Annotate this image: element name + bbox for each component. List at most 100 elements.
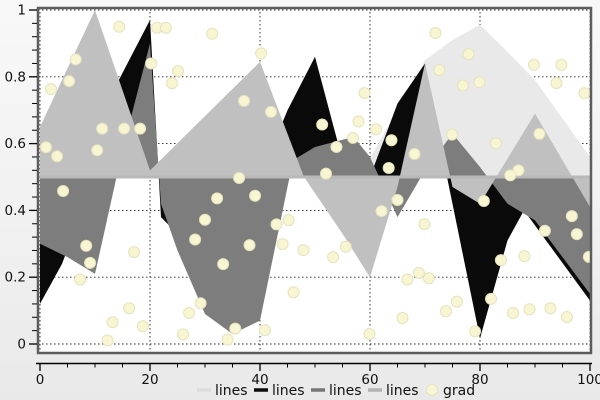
scatter-point	[418, 218, 431, 231]
scatter-point	[101, 334, 114, 347]
scatter-point	[582, 250, 591, 263]
scatter-point	[136, 320, 149, 333]
legend-label: lines	[386, 383, 419, 399]
scatter-point	[118, 122, 131, 135]
scatter-point	[456, 79, 469, 92]
scatter-point	[401, 273, 414, 286]
scatter-point	[433, 64, 446, 77]
scatter-point	[477, 195, 490, 208]
scatter-point	[396, 311, 409, 324]
scatter-point	[538, 224, 551, 237]
scatter-point	[346, 131, 359, 144]
scatter-point	[297, 244, 310, 257]
scatter-point	[159, 21, 172, 34]
scatter-point	[578, 87, 591, 100]
scatter-point	[504, 169, 517, 182]
scatter-point	[570, 228, 583, 241]
scatter-point	[429, 27, 442, 40]
scatter-point	[330, 140, 343, 153]
scatter-point	[194, 297, 207, 310]
scatter-point	[199, 213, 211, 226]
scatter-point	[229, 322, 242, 335]
scatter-point	[45, 83, 57, 96]
scatter-point	[391, 194, 404, 207]
x-tick-label: 80	[471, 372, 488, 388]
scatter-point	[243, 239, 256, 252]
scatter-point	[206, 27, 219, 40]
scatter-point	[134, 122, 147, 135]
scatter-point	[352, 115, 365, 128]
scatter-point	[489, 137, 502, 150]
y-tick-label: 0	[17, 337, 26, 353]
scatter-point	[523, 303, 536, 316]
scatter-point	[211, 192, 224, 205]
scatter-point	[507, 306, 519, 319]
scatter-point	[106, 316, 119, 329]
x-tick-label: 20	[141, 372, 158, 388]
scatter-point	[518, 250, 531, 263]
scatter-point	[84, 256, 97, 269]
legend-label: lines	[272, 383, 305, 399]
scatter-point	[565, 210, 578, 223]
y-tick-label: 0.2	[5, 270, 26, 286]
scatter-point	[358, 87, 371, 100]
scatter-point	[183, 306, 196, 319]
scatter-point	[316, 118, 329, 131]
scatter-point	[57, 185, 70, 198]
scatter-point	[320, 167, 332, 180]
scatter-point	[145, 57, 158, 70]
legend-label: lines	[329, 383, 362, 399]
scatter-point	[527, 58, 540, 71]
scatter-point	[238, 94, 251, 107]
scatter-point	[327, 251, 340, 264]
scatter-point	[270, 218, 283, 231]
scatter-point	[422, 272, 435, 285]
scatter-point	[462, 48, 475, 61]
scatter-point	[550, 77, 563, 90]
plot-content	[38, 8, 591, 353]
x-tick-label: 60	[361, 372, 378, 388]
scatter-point	[282, 214, 295, 227]
scatter-point	[544, 302, 557, 315]
scatter-point	[40, 141, 53, 154]
scatter-point	[221, 333, 234, 346]
scatter-point	[339, 240, 352, 253]
scatter-point	[177, 328, 189, 341]
scatter-point	[217, 258, 230, 271]
y-tick-label: 0.4	[5, 203, 26, 219]
scatter-point	[113, 20, 126, 33]
scatter-point	[287, 286, 300, 299]
x-tick-label: 0	[36, 372, 45, 388]
scatter-point	[439, 305, 452, 318]
scatter-point	[258, 324, 271, 337]
scatter-point	[555, 58, 568, 71]
scatter-point	[91, 144, 104, 157]
y-tick-label: 1	[17, 3, 26, 19]
x-tick-label: 40	[251, 372, 268, 388]
scatter-point	[255, 47, 268, 60]
scatter-point	[494, 254, 507, 267]
scatter-point	[249, 189, 262, 202]
plot-frame	[36, 6, 593, 355]
scatter-point	[123, 302, 136, 315]
scatter-point	[74, 273, 87, 286]
scatter-point	[485, 292, 497, 305]
legend-label: grad	[443, 383, 475, 399]
x-tick-label: 100	[577, 372, 600, 388]
scatter-point	[533, 127, 546, 140]
legend-swatch-dot	[426, 384, 438, 396]
scatter-point	[63, 75, 76, 88]
y-tick-label: 0.6	[5, 136, 26, 152]
scatter-point	[560, 310, 573, 323]
scatter-point	[128, 246, 141, 259]
scatter-point	[172, 65, 185, 78]
scatter-point	[385, 134, 398, 147]
scatter-point	[445, 128, 458, 141]
scatter-point	[408, 147, 421, 160]
scatter-point	[80, 239, 93, 252]
scatter-point	[412, 266, 425, 279]
scatter-point	[265, 105, 277, 118]
scatter-point	[96, 122, 109, 135]
